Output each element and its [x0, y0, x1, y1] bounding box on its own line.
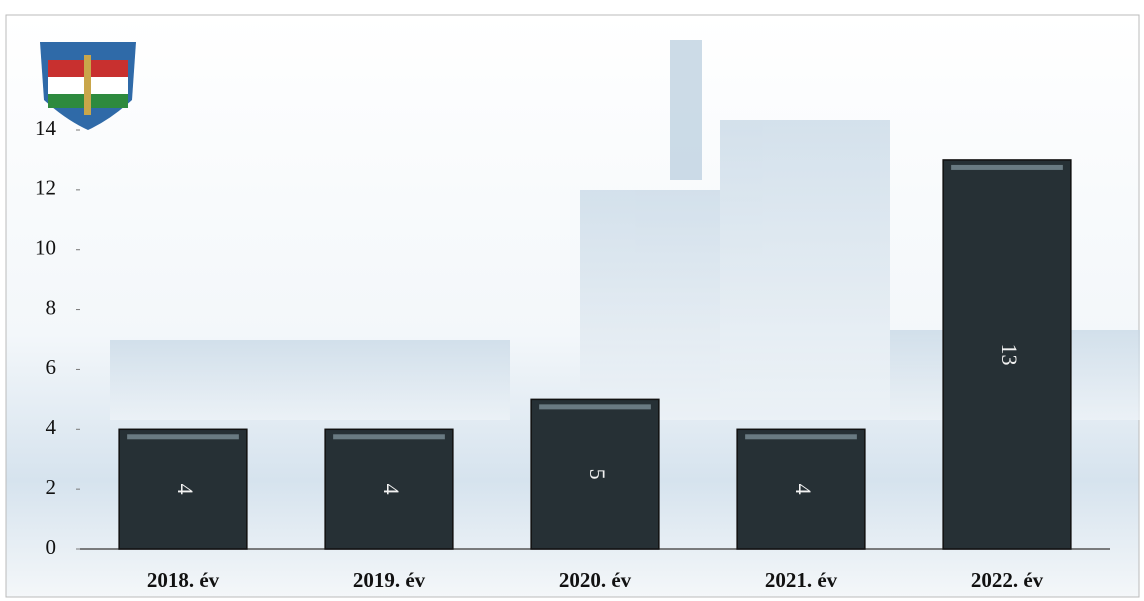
value-label: 4: [379, 484, 404, 495]
x-tick-label: 2022. év: [971, 568, 1044, 592]
chart: 0 2 4 6 8 10 12 14 2018. év 4 2019. év 4 2020. év 5 20…: [0, 0, 1144, 601]
bar-bevel: [333, 434, 445, 439]
y-tick-label: 2: [46, 475, 57, 499]
bar-bevel: [745, 434, 857, 439]
value-label: 5: [585, 469, 610, 480]
x-tick-label: 2020. év: [559, 568, 632, 592]
y-tick-label: 8: [46, 295, 57, 319]
value-label: 4: [173, 484, 198, 495]
bar-bevel: [539, 404, 651, 409]
y-tick-label: 10: [35, 236, 56, 260]
y-tick-label: 0: [46, 535, 57, 559]
y-tick-label: 6: [46, 355, 57, 379]
x-tick-label: 2021. év: [765, 568, 838, 592]
x-tick-label: 2019. év: [353, 568, 426, 592]
bar-bevel: [951, 165, 1063, 170]
x-tick-label: 2018. év: [147, 568, 220, 592]
value-label: 4: [791, 484, 816, 495]
y-tick-label: 12: [35, 176, 56, 200]
bar-bevel: [127, 434, 239, 439]
value-label: 13: [997, 343, 1022, 365]
y-tick-label: 4: [46, 415, 57, 439]
y-tick-label: 14: [35, 116, 57, 140]
